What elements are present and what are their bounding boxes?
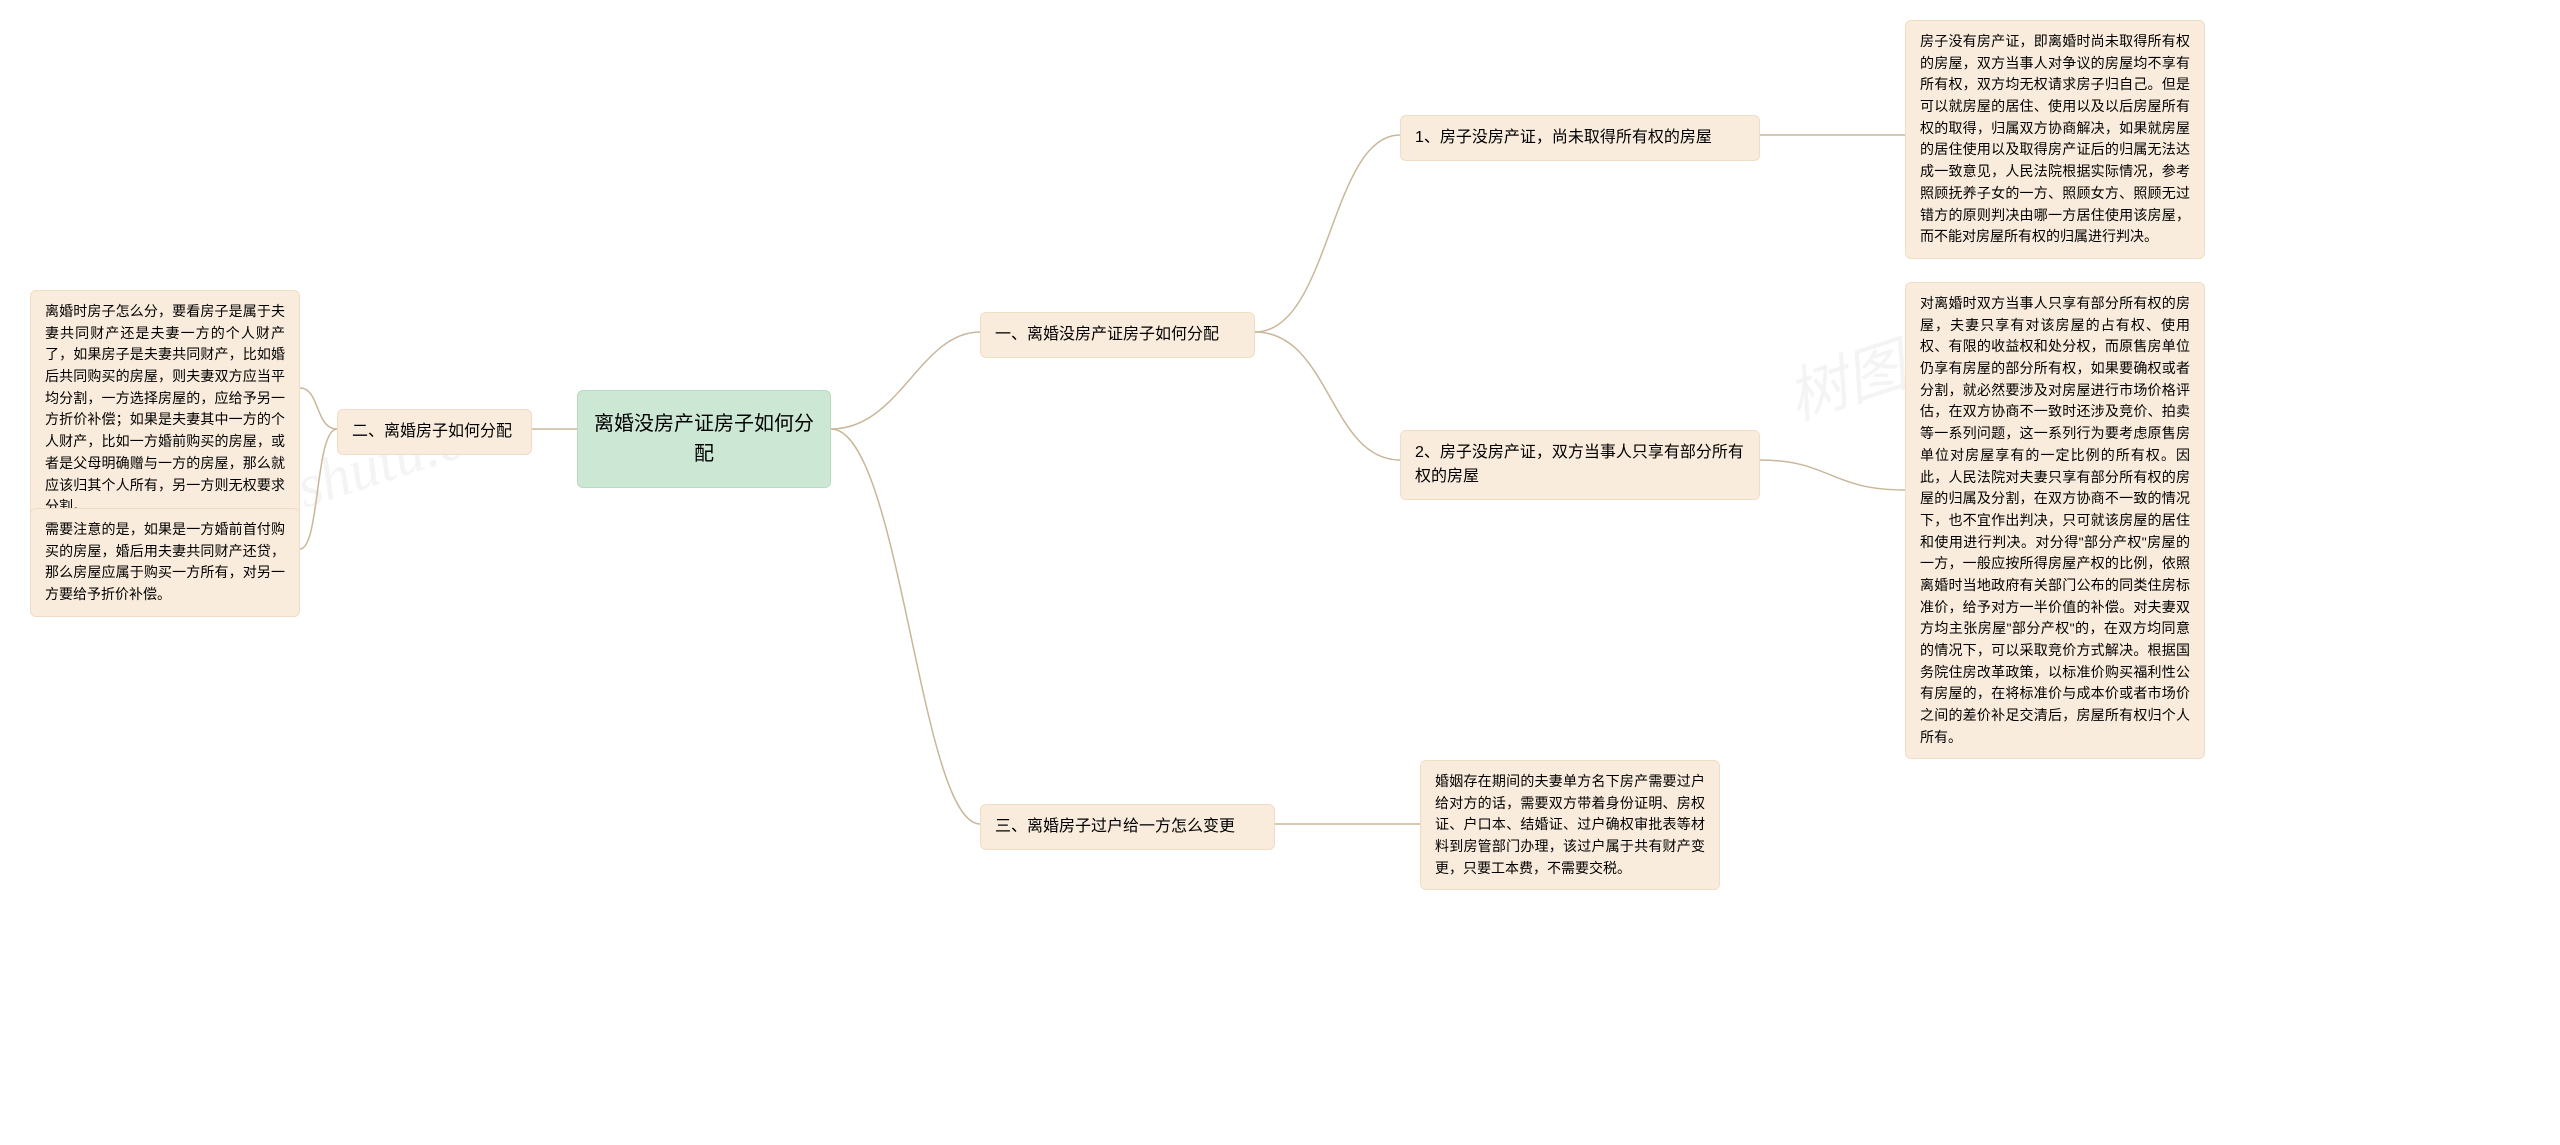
branch-3: 三、离婚房子过户给一方怎么变更 <box>980 804 1275 850</box>
branch-1-child-2-detail: 对离婚时双方当事人只享有部分所有权的房屋，夫妻只享有对该房屋的占有权、使用权、有… <box>1905 282 2205 759</box>
branch-2-detail-2: 需要注意的是，如果是一方婚前首付购买的房屋，婚后用夫妻共同财产还贷，那么房屋应属… <box>30 508 300 617</box>
branch-1: 一、离婚没房产证房子如何分配 <box>980 312 1255 358</box>
branch-1-child-1: 1、房子没房产证，尚未取得所有权的房屋 <box>1400 115 1760 161</box>
branch-1-child-1-detail: 房子没有房产证，即离婚时尚未取得所有权的房屋，双方当事人对争议的房屋均不享有所有… <box>1905 20 2205 259</box>
branch-2: 二、离婚房子如何分配 <box>337 409 532 455</box>
branch-3-detail: 婚姻存在期间的夫妻单方名下房产需要过户给对方的话，需要双方带着身份证明、房权证、… <box>1420 760 1720 890</box>
branch-2-detail-1: 离婚时房子怎么分，要看房子是属于夫妻共同财产还是夫妻一方的个人财产了，如果房子是… <box>30 290 300 529</box>
root-node: 离婚没房产证房子如何分配 <box>577 390 831 488</box>
branch-1-child-2: 2、房子没房产证，双方当事人只享有部分所有权的房屋 <box>1400 430 1760 500</box>
